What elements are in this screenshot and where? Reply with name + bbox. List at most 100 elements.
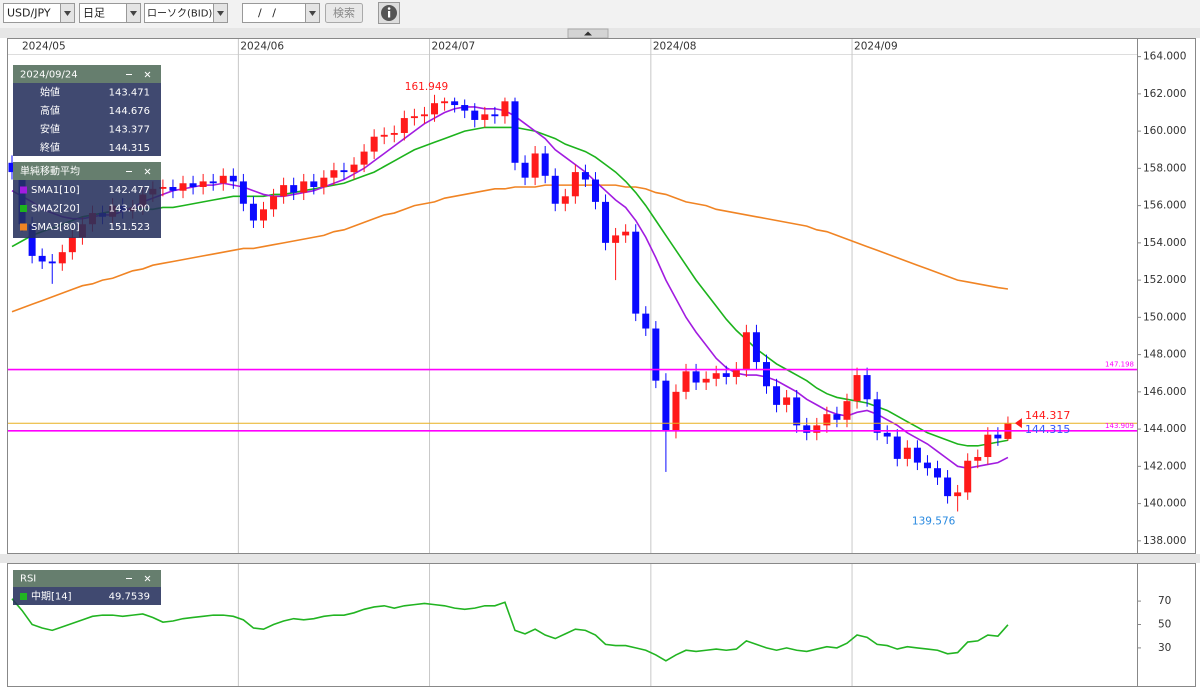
candle-body — [863, 375, 871, 400]
candle-body — [481, 114, 489, 120]
box-close[interactable] — [144, 71, 151, 78]
candle-body — [984, 434, 992, 458]
ohlc-value: 144.315 — [109, 143, 150, 154]
legend-swatch — [20, 223, 27, 231]
symbol-text: USD/JPY — [7, 7, 51, 20]
panel-gap — [0, 554, 1200, 563]
y-tick-label: 160.000 — [1143, 125, 1186, 137]
candle-body — [622, 231, 630, 236]
candle-body — [934, 468, 942, 478]
date-input[interactable] — [242, 3, 320, 23]
candle-body — [491, 114, 499, 117]
candle-body — [531, 153, 539, 178]
axis-layer: 2024/05 2024/06 2024/07 2024/08 2024/09 138.0… — [22, 41, 1186, 654]
candle-body — [400, 118, 408, 133]
candle-body — [793, 397, 801, 426]
x-tick-label: 2024/09 — [854, 41, 898, 53]
period-select[interactable] — [79, 3, 141, 23]
x-tick-label: 2024/07 — [432, 41, 476, 53]
candle-body — [692, 371, 700, 383]
rsi-line — [11, 598, 1009, 662]
candle-body — [682, 371, 690, 392]
candle-body — [169, 186, 177, 191]
candle-body — [712, 373, 720, 379]
sma-box: 単純移動平均 SMA1[10] 142.477 SMA2[20] 143.400 SMA… — [13, 162, 161, 238]
candle-body — [249, 203, 257, 221]
x-tick-label: 2024/08 — [653, 41, 697, 53]
candle-body — [954, 492, 962, 497]
candle-body — [209, 181, 217, 184]
symbol-select[interactable] — [3, 3, 75, 23]
legend-value: 143.400 — [109, 204, 150, 215]
candle-body — [280, 185, 288, 197]
candle-body — [8, 162, 16, 173]
candle-body — [410, 116, 418, 119]
candle-body — [189, 183, 197, 187]
rsi-box: RSI 中期[14] 49.7539 — [13, 570, 161, 605]
ohlc-box: 2024/09/24 始値 高値 安値 終値 143.471 144.676 1… — [13, 65, 161, 156]
candle-body — [843, 401, 851, 420]
candle-body — [179, 183, 187, 191]
candle-body — [883, 432, 891, 437]
y-tick-label: 156.000 — [1143, 200, 1186, 212]
legend-name: SMA1[10] — [31, 185, 80, 196]
candle-body — [380, 134, 388, 137]
candle-body — [642, 313, 650, 329]
candle-body — [541, 153, 549, 176]
candle-body — [994, 434, 1002, 439]
candle-body — [662, 380, 670, 431]
candle-body — [561, 196, 569, 204]
rsi-box-title: RSI — [20, 574, 36, 585]
candle-body — [913, 447, 921, 463]
period-text: 日足 — [83, 7, 105, 20]
candle-body — [330, 170, 338, 178]
y-tick-label: 158.000 — [1143, 162, 1186, 174]
box-close[interactable] — [144, 575, 151, 582]
collapse-tab[interactable] — [567, 28, 609, 39]
candle-body — [964, 460, 972, 493]
candle-body — [803, 425, 811, 433]
candle-body — [420, 114, 428, 117]
price-line-label: 143.909 — [1105, 422, 1134, 430]
chart-kind-select[interactable] — [144, 3, 228, 23]
y-tick-label: 146.000 — [1143, 386, 1186, 398]
y-tick-label: 140.000 — [1143, 498, 1186, 510]
sma-box-title: 単純移動平均 — [20, 165, 80, 178]
candle-body — [310, 181, 318, 187]
candle-body — [451, 101, 459, 106]
box-close[interactable] — [144, 168, 151, 175]
candle-body — [763, 362, 770, 387]
candle-body — [300, 181, 308, 193]
y-tick-label: 138.000 — [1143, 535, 1186, 547]
candle-body — [974, 457, 982, 461]
candle-body — [551, 175, 559, 204]
candle-body — [159, 186, 167, 189]
candle-body — [320, 177, 328, 187]
ohlc-label: 安値 — [40, 123, 60, 136]
ohlc-value: 144.676 — [109, 106, 150, 117]
candle-body — [340, 170, 348, 173]
search-button[interactable] — [325, 3, 363, 23]
grid-layer — [237, 39, 853, 686]
rsi-tick-label: 50 — [1158, 619, 1171, 631]
candle-body — [783, 397, 791, 405]
candle-body — [813, 425, 821, 433]
rsi-tick-label: 70 — [1158, 595, 1171, 607]
ohlc-label: 高値 — [40, 104, 60, 117]
y-tick-label: 150.000 — [1143, 311, 1186, 323]
ohlc-label: 終値 — [40, 141, 60, 154]
info-icon[interactable] — [378, 2, 400, 24]
candle-body — [350, 164, 358, 173]
candle-body — [944, 477, 952, 497]
legend-name: 中期[14] — [31, 590, 72, 603]
candle-body — [511, 101, 519, 163]
candle-body — [431, 103, 439, 115]
low-label: 139.576 — [912, 515, 956, 527]
y-tick-label: 154.000 — [1143, 237, 1186, 249]
y-tick-label: 164.000 — [1143, 51, 1186, 63]
y-tick-label: 142.000 — [1143, 460, 1186, 472]
legend-swatch — [20, 205, 27, 212]
candle-body — [893, 436, 901, 459]
